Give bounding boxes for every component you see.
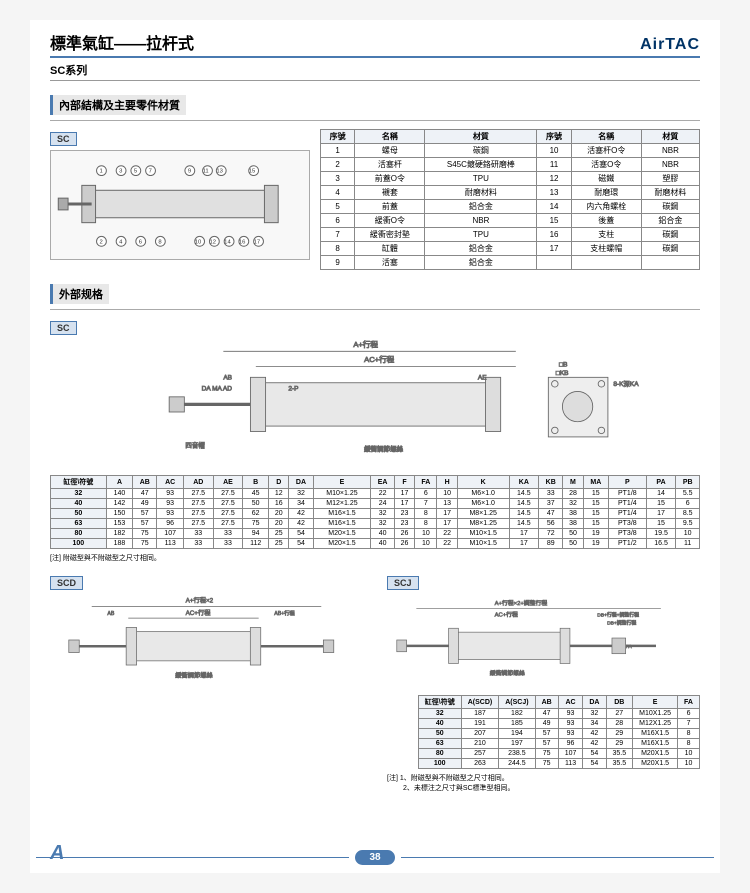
- table-row: 5前蓋鋁合金14内六角螺栓碳鋼: [321, 200, 700, 214]
- table-row: 3218718247933227M10X1.256: [418, 709, 699, 719]
- svg-text:14: 14: [224, 239, 231, 245]
- table-row: 7緩衝密封墊TPU16支柱碳鋼: [321, 228, 700, 242]
- page-footer: A 38: [30, 850, 720, 865]
- svg-text:□KB: □KB: [556, 370, 569, 377]
- page-container: 標準氣缸——拉杆式 AirTAC SC系列 內部結構及主要零件材質 SC 1: [30, 20, 720, 873]
- svg-text:11: 11: [203, 169, 209, 175]
- section1-title: 內部結構及主要零件材質: [50, 95, 186, 115]
- material-body: 1螺母碳鋼10活塞杆O令NBR2活塞杆S45C鍍硬鉻研磨棒11活塞O令NBR3前…: [321, 144, 700, 270]
- svg-text:AB+行程: AB+行程: [274, 609, 294, 617]
- table-row: 32140479327.527.5451232M10×1.252217610M6…: [51, 489, 700, 499]
- svg-text:AC+行程: AC+行程: [186, 608, 212, 617]
- page-subtitle: SC系列: [50, 62, 700, 81]
- svg-text:13: 13: [216, 169, 223, 175]
- svg-text:AC+行程: AC+行程: [364, 354, 395, 364]
- svg-text:7: 7: [149, 169, 152, 175]
- section-internal-structure: 內部結構及主要零件材質 SC 1 3 5: [50, 81, 700, 270]
- section-scd-scj: SCD A+行程×2 AC+行程 AB AB+行程: [50, 573, 700, 793]
- table-row: 5020719457934229M16X1.58: [418, 729, 699, 739]
- scd-col: SCD A+行程×2 AC+行程 AB AB+行程: [50, 573, 363, 793]
- section2-title: 外部规格: [50, 284, 109, 304]
- svg-text:16: 16: [239, 239, 246, 245]
- diagram-col: SC 1 3 5 7 9 11: [50, 129, 310, 260]
- table-row: 3前蓋O令TPU12磁鐵塑膠: [321, 172, 700, 186]
- scj-diagram: A+行程×2+調整行程 AC+行程 DB+行程+調整行程 DB+調整行程 FA: [387, 594, 700, 689]
- page-header: 標準氣缸——拉杆式 AirTAC: [50, 30, 700, 58]
- svg-text:緩衝調節螺絲: 緩衝調節螺絲: [175, 671, 213, 680]
- brand-logo: AirTAC: [640, 36, 700, 54]
- svg-text:15: 15: [249, 169, 256, 175]
- svg-text:AE: AE: [478, 374, 487, 381]
- svg-text:A+行程: A+行程: [353, 339, 378, 349]
- scd-diagram: A+行程×2 AC+行程 AB AB+行程 緩衝調節螺絲: [50, 594, 363, 689]
- table-row: 2活塞杆S45C鍍硬鉻研磨棒11活塞O令NBR: [321, 158, 700, 172]
- divider: [50, 309, 700, 310]
- table-row: 1螺母碳鋼10活塞杆O令NBR: [321, 144, 700, 158]
- svg-text:AB: AB: [223, 374, 232, 381]
- svg-text:17: 17: [254, 239, 261, 245]
- table-row: 6321019757964229M16X1.58: [418, 739, 699, 749]
- svg-text:9: 9: [188, 169, 191, 175]
- svg-text:緩衝調節螺絲: 緩衝調節螺絲: [364, 444, 403, 453]
- tag-sc: SC: [50, 132, 77, 146]
- tag-scd: SCD: [50, 576, 83, 590]
- table-row: 4019118549933428M12X1.257: [418, 719, 699, 729]
- scj-spec-table: 缸徑\符號A(SCD)A(SCJ)ABACDADBEFA 32187182479…: [418, 695, 700, 769]
- svg-text:12: 12: [209, 239, 216, 245]
- table-row: 63153579627.527.5752042M16×1.53223817M8×…: [51, 519, 700, 529]
- footer-logo-icon: A: [50, 842, 64, 865]
- tag-scj: SCJ: [387, 576, 419, 590]
- material-header-row: 序號名稱材質序號名稱材質: [321, 130, 700, 144]
- section-external-spec: 外部规格 SC A+行程 AC+行程 AB DA MA AD 四音帽: [50, 270, 700, 563]
- svg-text:2: 2: [99, 239, 102, 245]
- scj-col: SCJ A+行程×2+調整行程 AC+行程 DB+行程+調整行程 DB+調整行程: [387, 573, 700, 793]
- table-row: 9活塞鋁合金: [321, 256, 700, 270]
- table-row: 100263244.5751135435.5M20X1.510: [418, 759, 699, 769]
- svg-text:AC+行程: AC+行程: [495, 611, 518, 619]
- svg-text:A+行程×2+調整行程: A+行程×2+調整行程: [495, 599, 548, 607]
- spec2-body: 3218718247933227M10X1.256401911854993342…: [418, 709, 699, 769]
- svg-text:8-K深KA: 8-K深KA: [613, 379, 639, 388]
- svg-text:AB: AB: [107, 611, 114, 617]
- table-row: 80257238.5751075435.5M20X1.510: [418, 749, 699, 759]
- svg-text:四音帽: 四音帽: [185, 440, 205, 449]
- svg-text:DB+調整行程: DB+調整行程: [607, 619, 636, 626]
- svg-text:DA MA AD: DA MA AD: [202, 385, 233, 392]
- internal-structure-diagram: 1 3 5 7 9 11 13 15 2 4 6 8 10: [50, 150, 310, 260]
- svg-text:□B: □B: [559, 361, 567, 368]
- table-row: 1001887511333331122554M20×1.540261022M10…: [51, 539, 700, 549]
- svg-text:2-P: 2-P: [288, 385, 298, 392]
- table-row: 80182751073333942554M20×1.540261022M10×1…: [51, 529, 700, 539]
- table-row: 8缸體鋁合金17支柱螺帽碳鋼: [321, 242, 700, 256]
- sc-spec-table: 缸徑\符號AABACADAEBDDAEEAFFAHKKAKBMMAPPAPB 3…: [50, 475, 700, 549]
- svg-text:10: 10: [195, 239, 202, 245]
- material-table: 序號名稱材質序號名稱材質 1螺母碳鋼10活塞杆O令NBR2活塞杆S45C鍍硬鉻研…: [320, 129, 700, 270]
- spec-note: [注] 附磁型與不附磁型之尺寸相同。: [50, 553, 700, 563]
- sc-dimension-diagram: A+行程 AC+行程 AB DA MA AD 四音帽 2-P 緩衝調節螺絲 AE: [50, 339, 700, 469]
- table-row: 6緩衝O令NBR15後蓋鋁合金: [321, 214, 700, 228]
- page-number: 38: [355, 850, 394, 865]
- table-row: 40142499327.527.5501634M12×1.252417713M6…: [51, 499, 700, 509]
- svg-text:DB+行程+調整行程: DB+行程+調整行程: [597, 612, 639, 619]
- svg-text:FA: FA: [626, 644, 633, 650]
- table-row: 50150579327.527.5622042M16×1.53223817M8×…: [51, 509, 700, 519]
- page-title: 標準氣缸——拉杆式: [50, 30, 194, 54]
- spec-body: 32140479327.527.5451232M10×1.252217610M6…: [51, 489, 700, 549]
- spec2-note: [注] 1、附磁型與不附磁型之尺寸相同。 2、未標注之尺寸與SC標準型相同。: [387, 773, 700, 793]
- svg-text:1: 1: [99, 169, 102, 175]
- divider: [50, 120, 700, 121]
- svg-text:緩衝調節螺絲: 緩衝調節螺絲: [490, 669, 525, 677]
- spec2-header-row: 缸徑\符號A(SCD)A(SCJ)ABACDADBEFA: [418, 696, 699, 709]
- svg-text:A+行程×2: A+行程×2: [186, 595, 214, 604]
- table-row: 4襯套耐磨材料13耐磨環耐磨材料: [321, 186, 700, 200]
- spec-header-row: 缸徑\符號AABACADAEBDDAEEAFFAHKKAKBMMAPPAPB: [51, 476, 700, 489]
